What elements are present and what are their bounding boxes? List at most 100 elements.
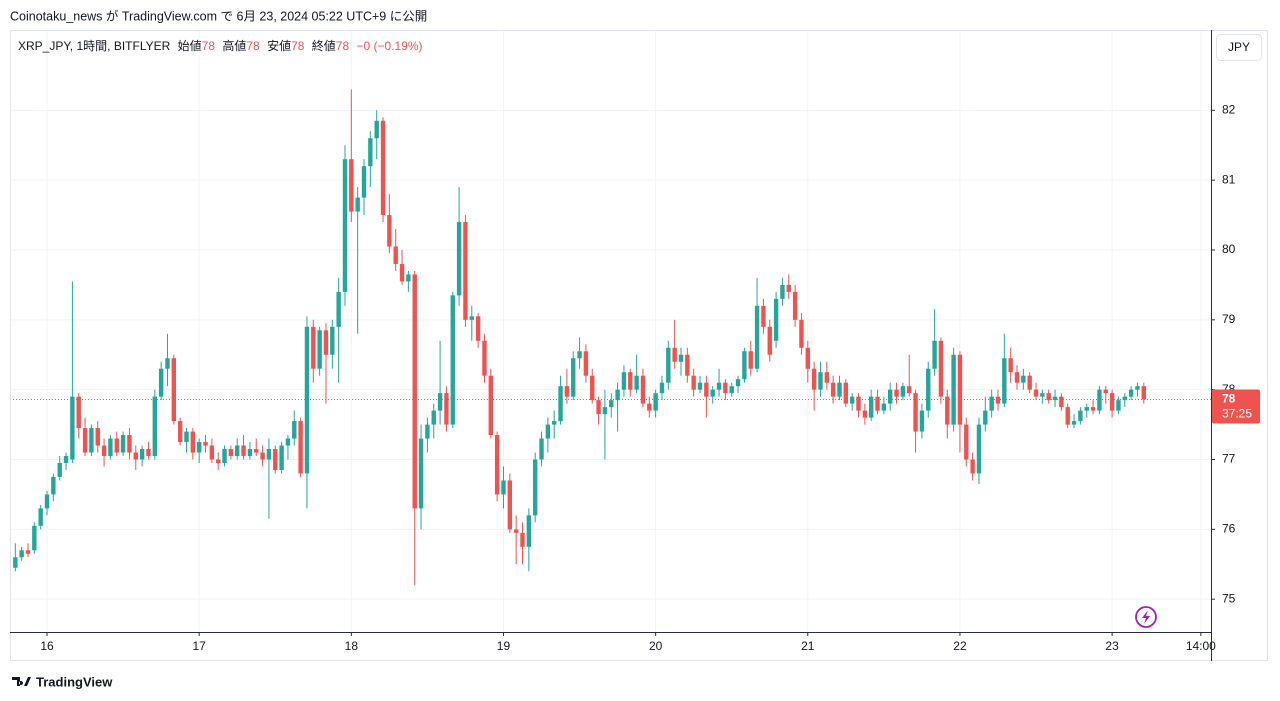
candle-body <box>811 368 817 390</box>
candle-body <box>856 396 861 411</box>
candle-body <box>482 340 487 376</box>
candle-body <box>1046 393 1051 401</box>
candle-body <box>285 438 291 446</box>
bar-countdown: 37:25 <box>1222 407 1252 421</box>
candle-body <box>1014 372 1020 383</box>
candles <box>10 89 1211 586</box>
candle-body <box>304 326 310 474</box>
y-tick-label: 75 <box>1222 591 1236 605</box>
candle-body <box>659 382 665 394</box>
candle-body <box>704 382 709 397</box>
candle-body <box>900 386 906 397</box>
candle-body <box>792 291 798 320</box>
candle-body <box>76 396 81 429</box>
candle-body <box>907 386 912 394</box>
candle-body <box>723 382 728 394</box>
candle-body <box>190 431 196 453</box>
y-tick-label: 82 <box>1222 102 1236 116</box>
candle-body <box>25 550 31 554</box>
legend-value: 78 <box>202 39 216 53</box>
currency-button[interactable] <box>1216 34 1262 61</box>
candle-body <box>672 347 677 362</box>
currency-label[interactable]: JPY <box>1228 40 1250 54</box>
candle-body <box>678 354 684 362</box>
lightning-icon[interactable] <box>1135 606 1157 628</box>
candle-body <box>983 410 988 425</box>
x-tick-label: 23 <box>1105 639 1119 653</box>
candle-body <box>685 354 690 376</box>
candle-body <box>349 159 354 212</box>
candle-body <box>830 382 836 397</box>
candle-body <box>425 424 430 439</box>
candle-body <box>108 438 113 457</box>
candle-body <box>691 375 696 390</box>
candle-body <box>279 445 284 470</box>
candle-body <box>1033 389 1039 397</box>
candle-body <box>336 291 341 327</box>
candle-body <box>82 428 88 453</box>
candle-body <box>602 407 608 415</box>
candle-body <box>735 379 741 387</box>
candle-body <box>51 476 56 495</box>
candle-body <box>932 340 937 369</box>
candle-body <box>710 389 715 397</box>
candle-body <box>571 358 576 397</box>
candle-body <box>716 382 722 390</box>
candle-body <box>1084 407 1089 411</box>
candle-body <box>640 375 646 404</box>
candle-body <box>19 550 24 558</box>
candle-body <box>919 410 925 432</box>
candle-body <box>849 396 855 404</box>
x-tick-label: 21 <box>801 639 815 653</box>
legend-value: 78 <box>246 39 260 53</box>
candle-body <box>13 557 18 568</box>
candle-body <box>1135 386 1140 390</box>
candle-body <box>32 525 37 551</box>
candle-body <box>374 120 379 139</box>
candle-body <box>196 442 202 453</box>
candle-body <box>1071 421 1077 425</box>
candle-body <box>773 298 779 341</box>
candle-body <box>938 340 944 397</box>
candle-body <box>260 452 265 460</box>
candle-body <box>158 368 164 397</box>
logo-mark <box>12 677 31 686</box>
candle-body <box>399 263 405 282</box>
x-tick-label: 17 <box>192 639 206 653</box>
candle-body <box>475 316 481 341</box>
candle-body <box>488 375 494 436</box>
icon-ring[interactable] <box>1135 606 1157 628</box>
candle-body <box>311 326 316 369</box>
legend-label: 安値 <box>267 38 291 53</box>
candle-body <box>361 166 367 198</box>
candle-body <box>444 393 449 425</box>
candle-body <box>729 386 734 394</box>
candle-body <box>964 424 969 460</box>
candle-body <box>577 351 582 359</box>
x-tick-label: 14:00 <box>1186 639 1216 653</box>
icon-bolt[interactable] <box>1142 610 1150 624</box>
legend-label: 終値 <box>312 38 336 53</box>
candle-body <box>292 421 297 439</box>
candle-body <box>44 494 50 509</box>
candle-body <box>1109 393 1115 411</box>
candle-body <box>1116 400 1121 411</box>
candle-body <box>418 438 424 509</box>
legend-symbol: XRP_JPY, 1時間, BITFLYER <box>18 39 171 53</box>
candle-body <box>127 435 132 453</box>
candle-body <box>463 222 468 320</box>
legend-label: 高値 <box>222 38 246 53</box>
candle-body <box>89 428 94 453</box>
candle-body <box>120 435 126 453</box>
candle-body <box>748 351 753 369</box>
candle-body <box>653 393 658 411</box>
candle-body <box>818 372 823 390</box>
candle-body <box>926 368 931 411</box>
candle-body <box>63 456 69 463</box>
candle-body <box>888 389 893 404</box>
candle-body <box>507 480 513 530</box>
candle-body <box>970 459 975 474</box>
